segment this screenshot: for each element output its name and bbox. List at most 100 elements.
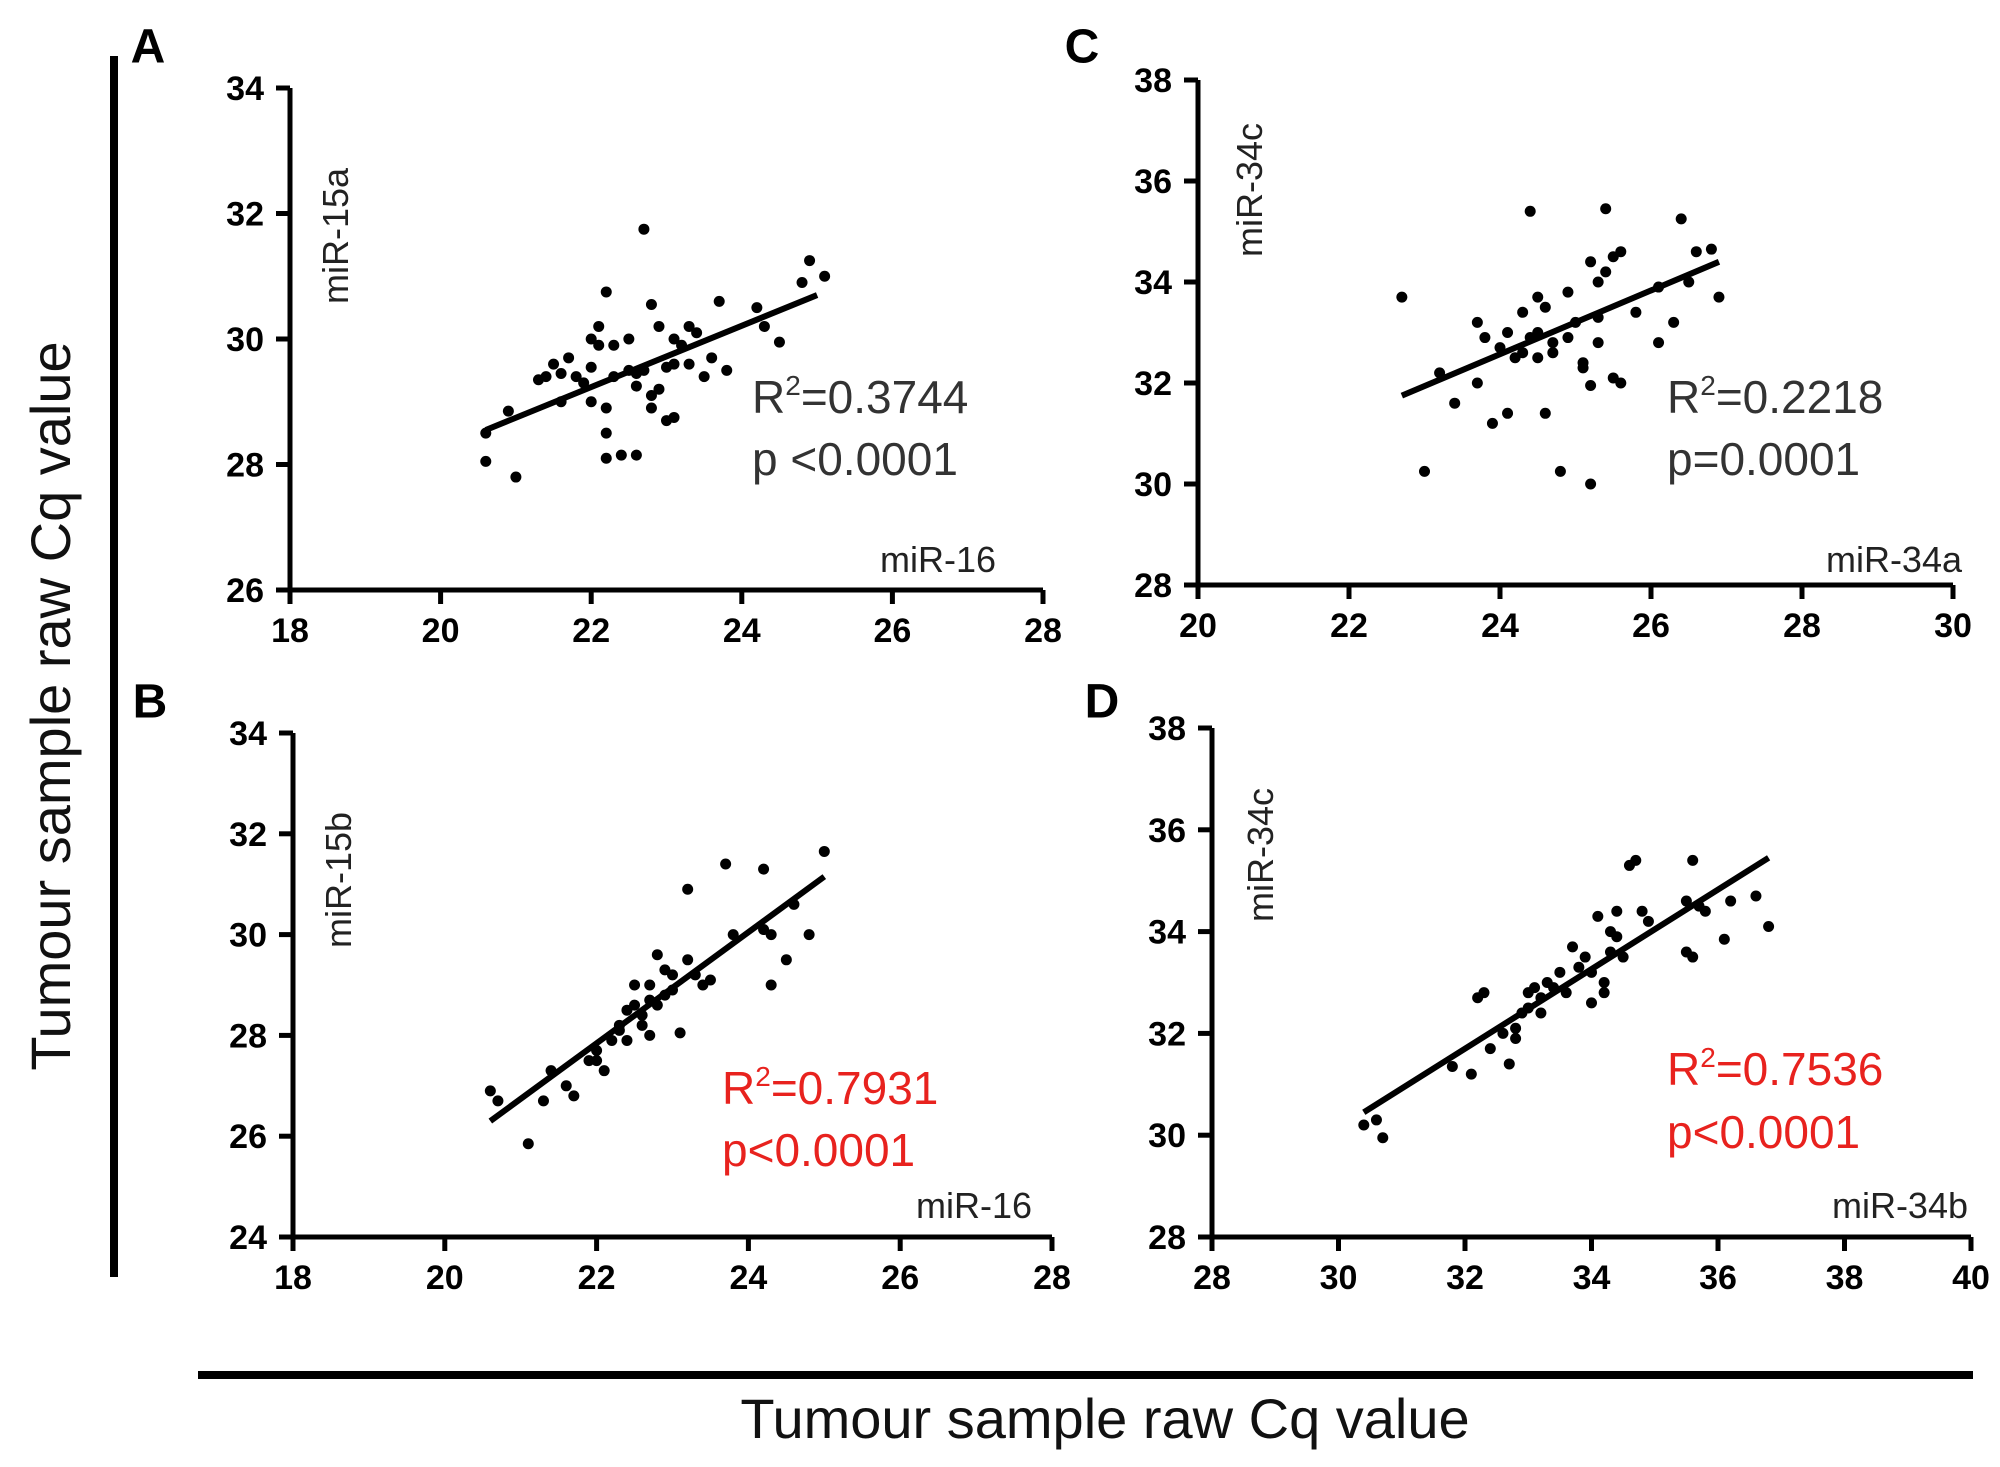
x-series-label: miR-34a: [1826, 539, 1963, 580]
data-point: [630, 449, 642, 461]
data-point: [1529, 982, 1541, 994]
data-point: [1653, 337, 1665, 349]
data-point: [819, 270, 831, 282]
data-point: [721, 364, 733, 376]
data-point: [1675, 213, 1687, 225]
p-value-label: p <0.0001: [752, 433, 958, 485]
data-point: [1579, 951, 1591, 963]
r-squared-label: R2=0.2218: [1667, 370, 1883, 423]
data-point: [1547, 347, 1559, 359]
data-point: [1718, 933, 1730, 945]
data-point: [522, 1138, 534, 1150]
p-value-label: p<0.0001: [1667, 1106, 1860, 1158]
data-point: [1690, 246, 1702, 258]
data-point: [583, 1055, 595, 1067]
data-point: [1600, 203, 1612, 215]
data-point: [1642, 915, 1654, 927]
x-tick-label: 22: [578, 1259, 616, 1297]
y-tick-label: 30: [226, 321, 264, 359]
y-tick-label: 32: [1134, 365, 1172, 403]
data-point: [1680, 895, 1692, 907]
panel-c: C 20 22 24 26 28 30 28 30 32 34 36 38 miR-34c miR-34a R…: [1065, 21, 1972, 645]
data-point: [1630, 854, 1642, 866]
x-tick-label: 22: [1330, 607, 1368, 645]
data-point: [1562, 286, 1574, 298]
data-point: [1486, 417, 1498, 429]
data-point: [704, 974, 716, 986]
data-point: [1465, 1068, 1477, 1080]
data-point: [1479, 332, 1491, 344]
x-series-label: miR-16: [880, 539, 996, 580]
data-point: [751, 302, 763, 314]
y-tick-label: 30: [1148, 1117, 1186, 1155]
r-squared-label: R2=0.7536: [1667, 1042, 1883, 1095]
data-point: [540, 371, 552, 383]
y-tick-label: 26: [229, 1118, 267, 1156]
data-point: [1607, 372, 1619, 384]
data-point: [1446, 1060, 1458, 1072]
data-point: [484, 1085, 496, 1097]
panel-a: A 18 20 22 24 26 28 26 28 30 32 34 miR-15a miR-16 R2=0…: [131, 21, 1062, 650]
data-point: [1585, 478, 1597, 490]
y-tick-label: 28: [226, 447, 264, 485]
data-point: [1484, 1043, 1496, 1055]
x-tick-label: 36: [1699, 1259, 1737, 1297]
data-point: [1611, 905, 1623, 917]
data-point: [1600, 266, 1612, 278]
data-point: [1567, 941, 1579, 953]
shared-x-label: Tumour sample raw Cq value: [740, 1387, 1469, 1450]
panel-letter: C: [1065, 21, 1100, 74]
y-tick-label: 28: [1148, 1219, 1186, 1257]
y-series-label: miR-34c: [1229, 123, 1270, 257]
data-point: [600, 427, 612, 439]
data-point: [1636, 905, 1648, 917]
data-point: [1471, 377, 1483, 389]
y-tick-label: 36: [1134, 163, 1172, 201]
x-tick-label: 28: [1783, 607, 1821, 645]
p-value-label: p=0.0001: [1667, 433, 1860, 485]
x-series-label: miR-16: [916, 1185, 1032, 1226]
data-point: [615, 449, 627, 461]
data-point: [668, 411, 680, 423]
data-point: [698, 371, 710, 383]
r-squared-label: R2=0.3744: [752, 370, 968, 423]
x-tick-label: 28: [1024, 612, 1062, 650]
x-tick-label: 20: [422, 612, 460, 650]
data-point: [1763, 921, 1775, 933]
data-point: [1517, 306, 1529, 318]
data-point: [1585, 380, 1597, 392]
data-point: [563, 352, 575, 364]
data-point: [492, 1095, 504, 1107]
data-point: [720, 858, 732, 870]
data-point: [1539, 407, 1551, 419]
regression-line: [484, 292, 819, 433]
panel-letter: D: [1085, 676, 1120, 729]
data-point: [1358, 1119, 1370, 1131]
x-tick-label: 26: [1632, 607, 1670, 645]
y-tick-label: 34: [1148, 914, 1186, 952]
data-point: [645, 402, 657, 414]
y-tick-label: 38: [1134, 62, 1172, 100]
data-point: [1554, 966, 1566, 978]
data-point: [1592, 337, 1604, 349]
data-point: [537, 1095, 549, 1107]
data-point: [1573, 961, 1585, 973]
data-point: [780, 954, 792, 966]
y-tick-label: 36: [1148, 812, 1186, 850]
data-point: [796, 277, 808, 289]
data-point: [758, 320, 770, 332]
data-point: [1598, 977, 1610, 988]
data-point: [1592, 910, 1604, 922]
x-tick-label: 26: [873, 612, 911, 650]
data-point: [578, 377, 590, 389]
data-point: [636, 1019, 648, 1031]
data-point: [585, 396, 597, 408]
data-point: [706, 352, 718, 364]
x-tick-label: 18: [271, 612, 309, 650]
x-tick-label: 28: [1193, 1259, 1231, 1297]
data-point: [1750, 890, 1762, 902]
y-series-label: miR-34c: [1240, 788, 1281, 922]
data-point: [653, 383, 665, 395]
data-point: [593, 339, 605, 351]
data-point: [1554, 465, 1566, 477]
